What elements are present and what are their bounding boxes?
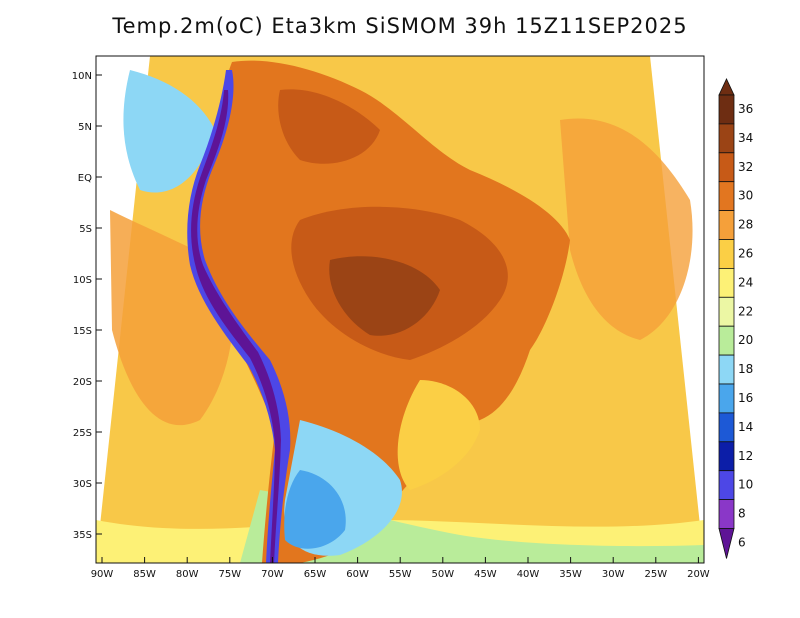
land-south-cooler bbox=[284, 470, 346, 549]
colorbar-segment bbox=[718, 441, 735, 472]
colorbar-top-arrow bbox=[718, 78, 735, 96]
colorbar-label: 20 bbox=[738, 333, 753, 347]
lon-tick-label: 25W bbox=[644, 569, 667, 580]
land-hottest bbox=[329, 256, 440, 336]
lon-tick-label: 80W bbox=[176, 569, 199, 580]
andes-coldest-strip bbox=[191, 90, 281, 563]
colorbar-bottom-arrow bbox=[718, 528, 735, 559]
colorbar-segment bbox=[718, 383, 735, 414]
lon-tick-label: 85W bbox=[133, 569, 156, 580]
lon-tick-label: 40W bbox=[517, 569, 540, 580]
lon-tick-label: 30W bbox=[602, 569, 625, 580]
land-southeast-mild bbox=[397, 380, 480, 490]
colorbar-label: 28 bbox=[738, 218, 753, 232]
lon-tick-label: 50W bbox=[431, 569, 454, 580]
colorbar-segment bbox=[718, 210, 735, 240]
colorbar-label: 8 bbox=[738, 507, 746, 521]
andes-cold-strip bbox=[187, 70, 291, 563]
lat-tick-label: 10N bbox=[72, 71, 92, 82]
colorbar-segment bbox=[718, 152, 735, 183]
colorbar-segment bbox=[718, 181, 735, 211]
lat-tick-label: 30S bbox=[73, 479, 92, 490]
lon-tick-label: 75W bbox=[218, 569, 241, 580]
colorbar-label: 34 bbox=[738, 131, 753, 145]
colorbar-label: 6 bbox=[738, 536, 746, 550]
lat-tick-label: 15S bbox=[73, 326, 92, 337]
colorbar: 36 34 32 30 28 26 24 22 20 18 16 14 12 10 8 6 bbox=[718, 78, 753, 559]
colorbar-label: 14 bbox=[738, 420, 753, 434]
colorbar-segment bbox=[718, 354, 735, 385]
longitude-axis: 90W 85W 80W 75W 70W 65W 60W 55W 50W 45W 40W 35W 30W 2… bbox=[91, 557, 710, 580]
colorbar-label: 12 bbox=[738, 449, 753, 463]
colorbar-label: 32 bbox=[738, 160, 753, 174]
colorbar-segment bbox=[718, 499, 735, 529]
colorbar-label: 18 bbox=[738, 362, 753, 376]
map-frame bbox=[95, 55, 705, 564]
colorbar-segment bbox=[718, 267, 735, 298]
colorbar-label: 36 bbox=[738, 102, 753, 116]
land-north-hot bbox=[278, 89, 380, 164]
lon-tick-label: 70W bbox=[261, 569, 284, 580]
lon-tick-label: 45W bbox=[474, 569, 497, 580]
lon-tick-label: 20W bbox=[687, 569, 710, 580]
latitude-axis: 10N 5N EQ 5S 10S 15S 20S 25S 30S 35S bbox=[72, 71, 102, 541]
ocean-warm-east bbox=[560, 118, 693, 340]
colorbar-label: 24 bbox=[738, 275, 753, 289]
colorbar-label: 10 bbox=[738, 478, 753, 492]
colorbar-label: 22 bbox=[738, 304, 753, 318]
lat-tick-label: 5S bbox=[79, 224, 92, 235]
lat-tick-label: 5N bbox=[78, 122, 92, 133]
map-title: Temp.2m(oC) Eta3km SiSMOM 39h 15Z11SEP20… bbox=[112, 14, 688, 38]
colorbar-label: 16 bbox=[738, 391, 753, 405]
lat-tick-label: 25S bbox=[73, 428, 92, 439]
lat-tick-label: 35S bbox=[73, 530, 92, 541]
colorbar-label: 30 bbox=[738, 189, 753, 203]
lon-tick-label: 90W bbox=[91, 569, 114, 580]
colorbar-label: 26 bbox=[738, 247, 753, 261]
lon-tick-label: 55W bbox=[389, 569, 412, 580]
lat-tick-label: 20S bbox=[73, 377, 92, 388]
colorbar-segment bbox=[718, 123, 735, 154]
colorbar-segment bbox=[718, 94, 735, 125]
colorbar-segment bbox=[718, 325, 735, 356]
lat-tick-label: EQ bbox=[78, 173, 92, 184]
lat-tick-label: 10S bbox=[73, 275, 92, 286]
lon-tick-label: 65W bbox=[304, 569, 327, 580]
lon-tick-label: 60W bbox=[346, 569, 369, 580]
ocean-pacific-cool bbox=[123, 70, 215, 193]
colorbar-segment bbox=[718, 470, 735, 501]
lon-tick-label: 35W bbox=[559, 569, 582, 580]
colorbar-segment bbox=[718, 412, 735, 443]
colorbar-segment bbox=[718, 239, 735, 269]
colorbar-segment bbox=[718, 296, 735, 327]
